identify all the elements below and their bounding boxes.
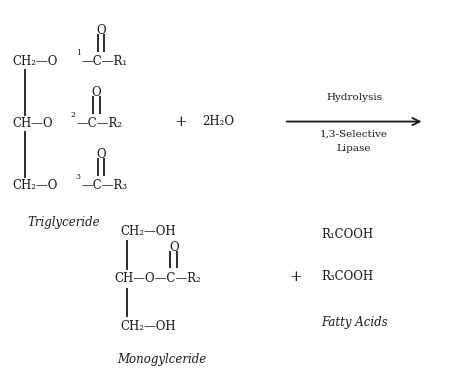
Text: —C—R₁: —C—R₁	[82, 55, 128, 68]
Text: —C—R₂: —C—R₂	[76, 117, 122, 130]
Text: CH—O: CH—O	[12, 117, 53, 130]
Text: O: O	[96, 148, 106, 161]
Text: O: O	[169, 241, 179, 254]
Text: CH₂—O: CH₂—O	[12, 55, 57, 68]
Text: Monogylceride: Monogylceride	[118, 352, 207, 365]
Text: 2: 2	[71, 111, 75, 119]
Text: R₃COOH: R₃COOH	[321, 270, 374, 283]
Text: R₁COOH: R₁COOH	[321, 228, 374, 241]
Text: CH—O—C—R₂: CH—O—C—R₂	[114, 272, 201, 285]
Text: +: +	[289, 270, 302, 284]
Text: CH₂—OH: CH₂—OH	[120, 320, 175, 333]
Text: Lipase: Lipase	[337, 144, 371, 154]
Text: Hydrolysis: Hydrolysis	[326, 93, 382, 102]
Text: O: O	[96, 24, 106, 37]
Text: 3: 3	[76, 174, 81, 181]
Text: O: O	[91, 86, 101, 99]
Text: —C—R₃: —C—R₃	[82, 179, 128, 192]
Text: CH₂—OH: CH₂—OH	[120, 225, 175, 238]
Text: Triglyceride: Triglyceride	[27, 216, 100, 229]
Text: 2H₂O: 2H₂O	[202, 115, 234, 128]
Text: 1: 1	[76, 49, 81, 57]
Text: CH₂—O: CH₂—O	[12, 179, 57, 192]
Text: 1,3-Selective: 1,3-Selective	[320, 130, 388, 139]
Text: Fatty Acids: Fatty Acids	[321, 316, 388, 329]
Text: +: +	[174, 115, 187, 128]
